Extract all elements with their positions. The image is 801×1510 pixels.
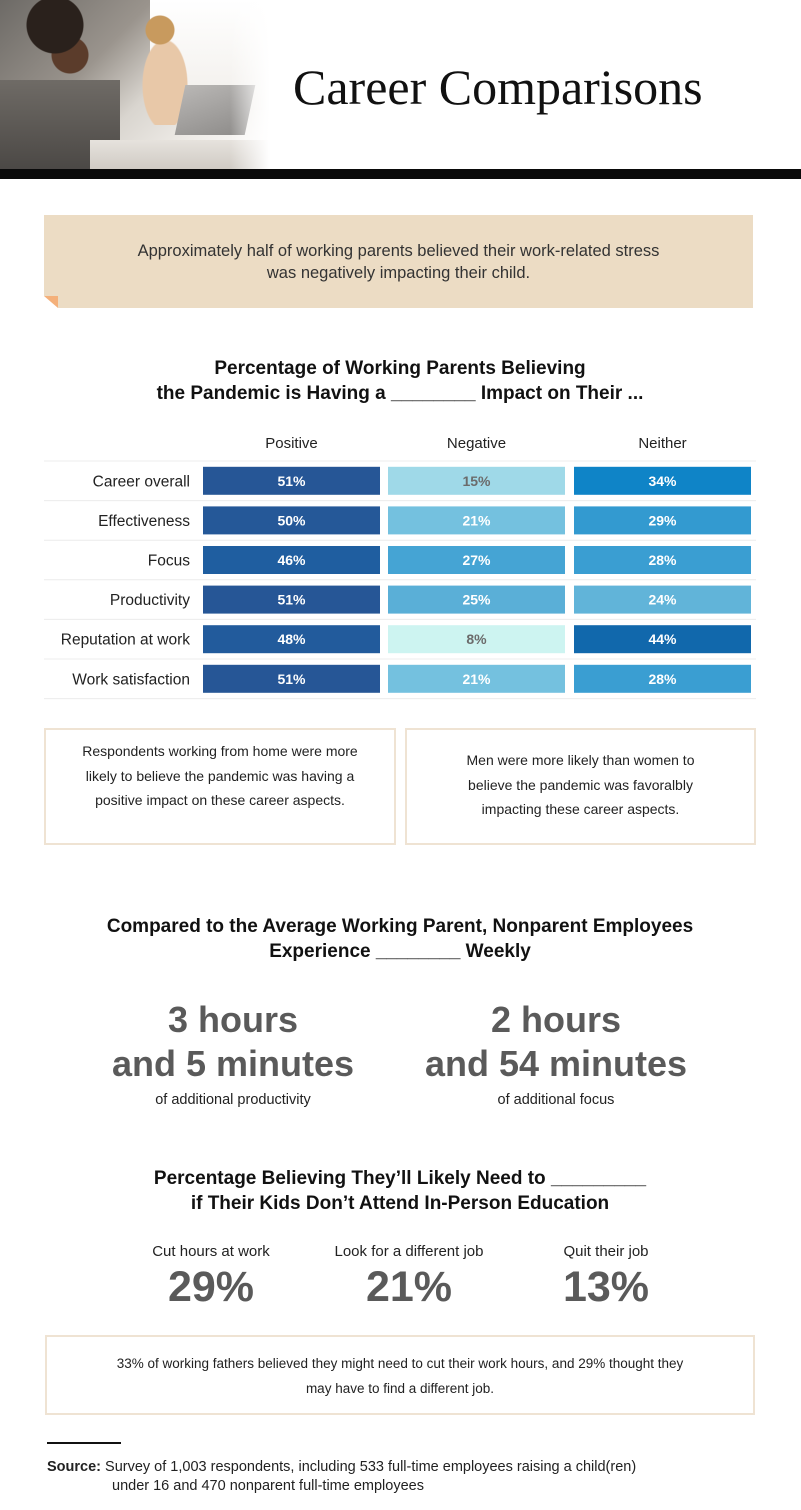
cell-value-label: 44% xyxy=(648,631,677,647)
pct-quit-job: Quit their job 13% xyxy=(506,1243,706,1312)
stat-focus-line1: 2 hours xyxy=(490,999,622,1040)
pct-quit-job-value: 13% xyxy=(562,1263,650,1311)
nonparent-title-line2: Experience ________ Weekly xyxy=(269,941,531,962)
heatmap-cell xyxy=(574,625,751,654)
cell-value-label: 24% xyxy=(648,592,677,608)
heatmap-cell xyxy=(388,625,565,654)
row-label: Focus xyxy=(148,553,190,570)
cell-value-label: 46% xyxy=(277,552,306,568)
pct-cut-hours-value: 29% xyxy=(167,1263,255,1311)
source-divider xyxy=(47,1442,121,1444)
heatmap-cell xyxy=(203,546,380,574)
pct-cut-hours: Cut hours at work 29% xyxy=(111,1243,311,1312)
column-header-negative: Negative xyxy=(447,435,506,452)
in-person-title-line2: if Their Kids Don’t Attend In-Person Edu… xyxy=(190,1193,610,1214)
in-person-title-line1: Percentage Believing They’ll Likely Need… xyxy=(153,1168,647,1189)
nonparent-section-title: Compared to the Average Working Parent, … xyxy=(50,914,750,964)
note-text-remote-workers: Respondents working from home were more … xyxy=(82,743,358,808)
callout-text-line2: was negatively impacting their child. xyxy=(266,264,531,282)
cell-value-label: 51% xyxy=(277,592,306,608)
header-divider xyxy=(0,169,801,179)
cell-value-label: 51% xyxy=(277,671,306,687)
cell-value-label: 8% xyxy=(466,631,487,647)
page-title: Career Comparisons xyxy=(293,59,703,115)
heatmap-cell xyxy=(574,506,751,535)
heatmap-cell xyxy=(203,625,380,654)
heatmap-cell xyxy=(388,664,565,693)
header-photo xyxy=(0,0,270,170)
cell-value-label: 28% xyxy=(648,671,677,687)
chart-title-line1: Percentage of Working Parents Believing xyxy=(214,358,586,379)
stat-productivity-line1: 3 hours xyxy=(167,999,299,1040)
stat-productivity-caption: of additional productivity xyxy=(155,1092,311,1108)
cell-value-label: 34% xyxy=(648,473,677,489)
pct-different-job-value: 21% xyxy=(365,1263,453,1311)
cell-value-label: 50% xyxy=(277,512,306,528)
source-line1: Survey of 1,003 respondents, including 5… xyxy=(101,1459,637,1475)
heatmap-cell xyxy=(574,664,751,693)
note-box-remote-workers: Respondents working from home were more … xyxy=(44,728,396,845)
source-note: Source: Survey of 1,003 respondents, inc… xyxy=(47,1458,767,1496)
cell-value-label: 27% xyxy=(462,552,491,568)
row-label: Career overall xyxy=(93,473,190,490)
heatmap-cell xyxy=(388,546,565,574)
stat-productivity: 3 hours and 5 minutes of additional prod… xyxy=(73,998,393,1108)
cell-value-label: 48% xyxy=(277,631,306,647)
heatmap-cell xyxy=(388,585,565,614)
chart-title: Percentage of Working Parents Believing … xyxy=(100,356,700,406)
cell-value-label: 28% xyxy=(648,552,677,568)
cell-value-label: 25% xyxy=(462,592,491,608)
row-label: Reputation at work xyxy=(61,632,190,649)
stat-focus-caption: of additional focus xyxy=(497,1092,615,1108)
heatmap-cell xyxy=(388,506,565,535)
nonparent-title-line1: Compared to the Average Working Parent, … xyxy=(106,916,694,937)
callout-text-line1: Approximately half of working parents be… xyxy=(137,242,660,260)
pct-different-job: Look for a different job 21% xyxy=(309,1243,509,1312)
row-label: Work satisfaction xyxy=(72,671,190,688)
source-label: Source: xyxy=(47,1459,101,1475)
heatmap-cell xyxy=(203,466,380,495)
callout-fold-corner xyxy=(44,296,58,308)
heatmap-cell xyxy=(574,546,751,574)
chart-title-line2: the Pandemic is Having a ________ Impact… xyxy=(156,383,644,404)
impact-heatmap-table: Positive Negative Neither Career overall 51%… xyxy=(44,435,756,700)
heatmap-cell xyxy=(574,585,751,614)
row-label: Productivity xyxy=(110,592,190,609)
callout-text: Approximately half of working parents be… xyxy=(104,240,693,284)
note-box-fathers: 33% of working fathers believed they mig… xyxy=(45,1335,755,1415)
column-header-positive: Positive xyxy=(265,435,318,452)
note-text-fathers: 33% of working fathers believed they mig… xyxy=(116,1356,684,1396)
heatmap-cell xyxy=(203,664,380,693)
note-box-men-vs-women: Men were more likely than women to belie… xyxy=(405,728,756,845)
in-person-education-title: Percentage Believing They’ll Likely Need… xyxy=(50,1166,750,1216)
source-line2: under 16 and 470 nonparent full-time emp… xyxy=(112,1478,424,1494)
pct-cut-hours-label: Cut hours at work xyxy=(152,1243,270,1260)
cell-value-label: 51% xyxy=(277,473,306,489)
cell-value-label: 21% xyxy=(462,512,491,528)
header: Career Comparisons xyxy=(0,0,801,179)
note-text-men-vs-women: Men were more likely than women to belie… xyxy=(466,752,695,817)
heatmap-cell xyxy=(574,466,751,495)
key-finding-callout: Approximately half of working parents be… xyxy=(44,215,753,308)
row-label: Effectiveness xyxy=(98,513,190,530)
column-header-neither: Neither xyxy=(638,435,686,452)
stat-productivity-line2: and 5 minutes xyxy=(111,1043,355,1084)
heatmap-cell xyxy=(203,585,380,614)
cell-value-label: 21% xyxy=(462,671,491,687)
pct-different-job-label: Look for a different job xyxy=(334,1243,484,1260)
stat-focus-line2: and 54 minutes xyxy=(424,1043,688,1084)
heatmap-cell xyxy=(388,466,565,495)
cell-value-label: 15% xyxy=(462,473,491,489)
cell-value-label: 29% xyxy=(648,512,677,528)
pct-quit-job-label: Quit their job xyxy=(563,1243,649,1260)
stat-focus: 2 hours and 54 minutes of additional foc… xyxy=(396,998,716,1108)
heatmap-cell xyxy=(203,506,380,535)
